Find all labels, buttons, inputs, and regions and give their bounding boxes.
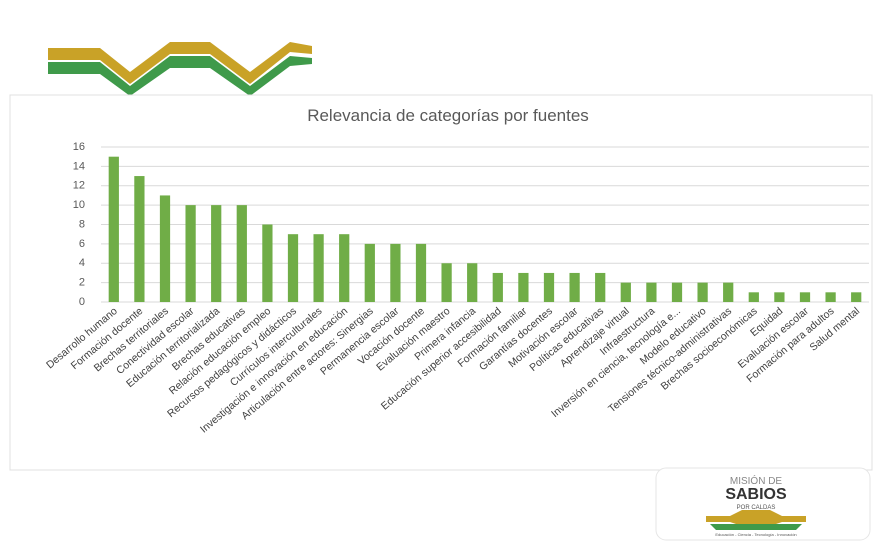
- bar: [416, 244, 426, 302]
- bar: [365, 244, 375, 302]
- y-tick-label: 4: [79, 257, 85, 269]
- bar: [774, 292, 784, 302]
- bar: [288, 234, 298, 302]
- bar: [109, 157, 119, 302]
- bar: [723, 283, 733, 302]
- slide: Relevancia de categorías por fuentes MIS…: [0, 0, 875, 544]
- bar: [544, 273, 554, 302]
- header-ornament: [48, 42, 312, 96]
- bar: [313, 234, 323, 302]
- bar: [390, 244, 400, 302]
- bar: [237, 205, 247, 302]
- bar: [672, 283, 682, 302]
- y-tick-label: 12: [73, 180, 85, 192]
- bar: [595, 273, 605, 302]
- y-tick-label: 2: [79, 277, 85, 289]
- bar: [646, 283, 656, 302]
- y-tick-label: 14: [73, 160, 85, 172]
- bar: [134, 176, 144, 302]
- bar: [569, 273, 579, 302]
- bar: [851, 292, 861, 302]
- bar: [825, 292, 835, 302]
- logo-ornament: [710, 524, 802, 530]
- logo: MISIÓN DE SABIOS POR CALDAS Educación - …: [656, 468, 870, 540]
- y-tick-label: 16: [73, 141, 85, 153]
- bar: [185, 205, 195, 302]
- bar: [467, 263, 477, 302]
- bar: [211, 205, 221, 302]
- bar: [697, 283, 707, 302]
- y-tick-label: 10: [73, 199, 85, 211]
- logo-line2: SABIOS: [725, 486, 787, 503]
- bar: [160, 195, 170, 302]
- logo-tagline: Educación - Ciencia - Tecnología - Innov…: [715, 532, 796, 537]
- bar: [493, 273, 503, 302]
- page: Relevancia de categorías por fuentes MIS…: [0, 0, 875, 544]
- bar: [621, 283, 631, 302]
- bar: [262, 225, 272, 303]
- bar: [441, 263, 451, 302]
- bar: [339, 234, 349, 302]
- y-tick-label: 0: [79, 296, 85, 308]
- chart-title: Relevancia de categorías por fuentes: [307, 106, 589, 125]
- bar: [800, 292, 810, 302]
- bar: [518, 273, 528, 302]
- y-tick-label: 6: [79, 238, 85, 250]
- bar: [749, 292, 759, 302]
- y-tick-label: 8: [79, 218, 85, 230]
